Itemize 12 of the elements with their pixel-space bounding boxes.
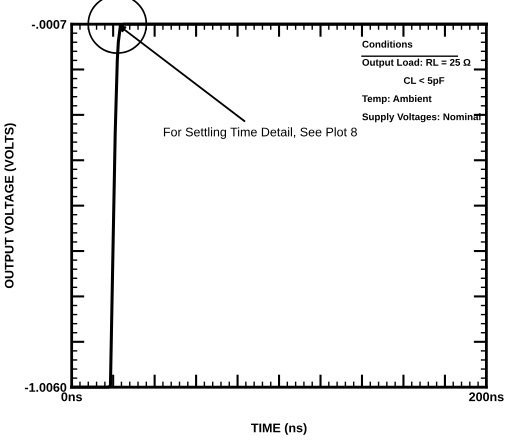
annotation: For Settling Time Detail, See Plot 8 [164,127,357,139]
annotation: CL < 5pF [404,77,444,86]
x-axis-title: TIME (ns) [251,423,307,435]
annotation: Output Load: RL = 25 Ω [362,58,470,68]
y-tick-label: -1.0060 [24,383,66,392]
y-tick-label: -.0007 [32,20,66,29]
x-tick-label: 200ns [469,392,504,402]
y-axis-title: OUTPUT VOLTAGE (VOLTS) [4,123,16,288]
annotation: Temp: Ambient [362,94,432,104]
x-tick-label: 0ns [61,392,82,402]
annotation: Supply Voltages: Nominal [362,113,480,122]
annotation: Conditions [362,40,412,48]
